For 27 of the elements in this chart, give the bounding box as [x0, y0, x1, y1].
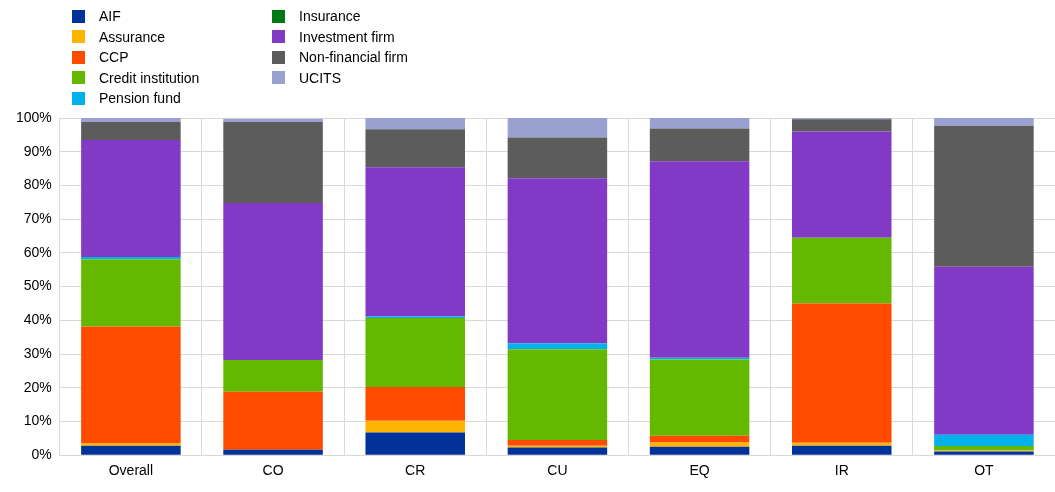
y-tick-label: 100% [15, 108, 52, 125]
legend-label: Non-financial firm [299, 49, 408, 66]
x-tick-label: IR [834, 462, 849, 479]
y-tick-label: 70% [23, 210, 52, 227]
y-tick-label: 30% [23, 344, 52, 361]
legend-label: Investment firm [299, 28, 395, 45]
legend-label: Insurance [299, 8, 361, 25]
x-tick-label: Overall [108, 462, 154, 479]
x-tick-label: CR [405, 462, 426, 479]
legend-label: CCP [99, 49, 129, 66]
x-tick-label: CO [262, 462, 284, 479]
y-tick-label: 60% [23, 243, 52, 260]
legend-label: Pension fund [99, 90, 181, 107]
y-tick-label: 50% [23, 277, 52, 294]
legend-label: UCITS [299, 69, 341, 86]
y-tick-label: 10% [23, 412, 52, 429]
x-tick-label: OT [974, 462, 995, 479]
legend-label: AIF [99, 8, 121, 25]
legend-label: Assurance [99, 28, 166, 45]
y-tick-label: 40% [23, 311, 52, 328]
y-tick-label: 20% [23, 378, 52, 395]
y-tick-label: 80% [23, 176, 52, 193]
y-tick-label: 0% [31, 446, 52, 463]
y-tick-label: 90% [23, 142, 52, 159]
legend-label: Credit institution [99, 69, 200, 86]
x-tick-label: EQ [689, 462, 710, 479]
x-tick-label: CU [547, 462, 568, 479]
